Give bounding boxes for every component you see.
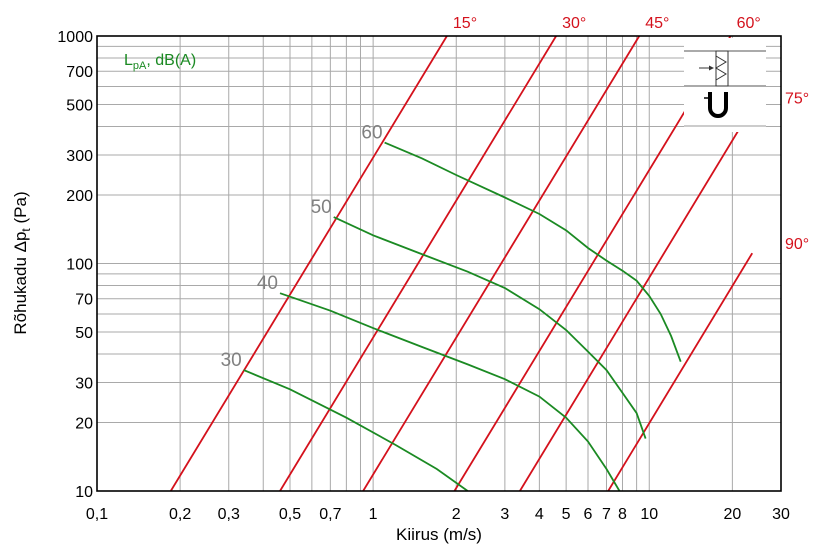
y-tick-label: 200 [66,188,93,205]
angle-label: 15° [453,15,477,32]
db-label: 30 [221,350,242,371]
sound-level-curve [279,292,621,491]
angle-line [519,107,753,491]
x-tick-label: 3 [500,506,509,523]
y-tick-label: 70 [75,292,93,309]
angle-labels: 15° 30° 45° 60° 75° 90° [453,15,809,253]
x-tick-label: 10 [640,506,658,523]
grid-lines [97,36,781,491]
db-label: 60 [361,123,382,144]
x-tick-label: 30 [772,506,790,523]
angle-line [362,36,641,491]
plot-frame [96,35,782,492]
x-tick-label: 0,3 [218,506,240,523]
x-tick-label: 7 [602,506,611,523]
measurement-inset [684,38,766,132]
angle-line [170,36,448,491]
x-tick-label: 2 [452,506,461,523]
duct-diffuser-icon [699,50,729,87]
angle-line [607,252,753,491]
y-tick-labels: 10 20 30 50 70 100 200 300 500 700 1000 [57,29,93,501]
y-tick-label: 30 [75,375,93,392]
x-tick-label: 1 [369,506,378,523]
angle-label: 30° [562,15,586,32]
sound-level-curve [243,369,469,491]
db-label: 50 [311,197,332,218]
db-labels: 30 40 50 60 [221,123,383,371]
angle-line [279,36,557,491]
x-tick-label: 20 [723,506,741,523]
y-axis-title: Rõhukadu Δpt (Pa) [11,191,33,334]
sound-level-curves [243,141,682,491]
y-tick-label: 100 [66,257,93,274]
x-tick-label: 0,1 [86,506,108,523]
y-tick-label: 20 [75,416,93,433]
x-tick-label: 0,5 [279,506,301,523]
angle-label: 90° [785,236,809,253]
y-tick-label: 700 [66,64,93,81]
x-tick-label: 0,7 [319,506,341,523]
u-tube-manometer-icon [704,92,728,118]
x-tick-label: 8 [618,506,627,523]
angle-label: 75° [785,91,809,108]
y-tick-label: 1000 [57,29,93,46]
angle-label: 60° [737,15,761,32]
sound-level-curve [384,141,682,363]
x-tick-label: 5 [562,506,571,523]
db-label: 40 [257,273,278,294]
x-tick-label: 0,2 [169,506,191,523]
x-axis-title: Kiirus (m/s) [396,525,482,544]
y-tick-label: 10 [75,484,93,501]
sound-level-curve [333,216,647,439]
y-tick-label: 300 [66,148,93,165]
y-tick-label: 500 [66,97,93,114]
x-tick-label: 6 [584,506,593,523]
y-tick-label: 50 [75,325,93,342]
x-tick-labels: 0,1 0,2 0,3 0,5 0,7 1 2 3 4 5 6 7 8 10 20 30 [86,506,790,523]
legend-label: LpA, dB(A) [124,52,196,72]
x-tick-label: 4 [535,506,544,523]
angle-label: 45° [645,15,669,32]
